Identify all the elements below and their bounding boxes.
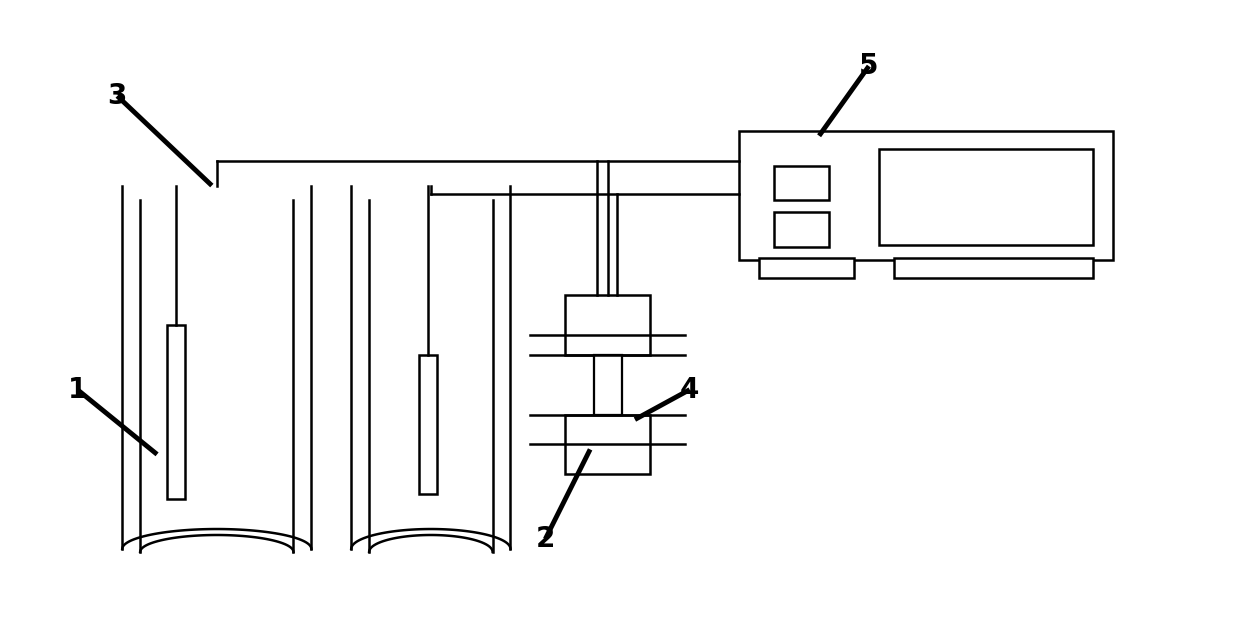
Text: 4: 4 (680, 376, 699, 404)
Text: 5: 5 (859, 52, 879, 80)
Bar (774, 166, 830, 201)
Bar (759, 259, 854, 278)
Text: 2: 2 (536, 525, 556, 553)
Text: 3: 3 (108, 82, 126, 110)
Text: 1: 1 (68, 376, 87, 404)
Bar (879, 149, 1092, 245)
Bar (419, 355, 436, 494)
Bar (894, 259, 1092, 278)
Bar (594, 355, 622, 414)
Bar (167, 325, 185, 499)
Bar (739, 131, 1112, 260)
Bar (565, 414, 650, 474)
Bar (774, 212, 830, 247)
Bar (565, 295, 650, 355)
